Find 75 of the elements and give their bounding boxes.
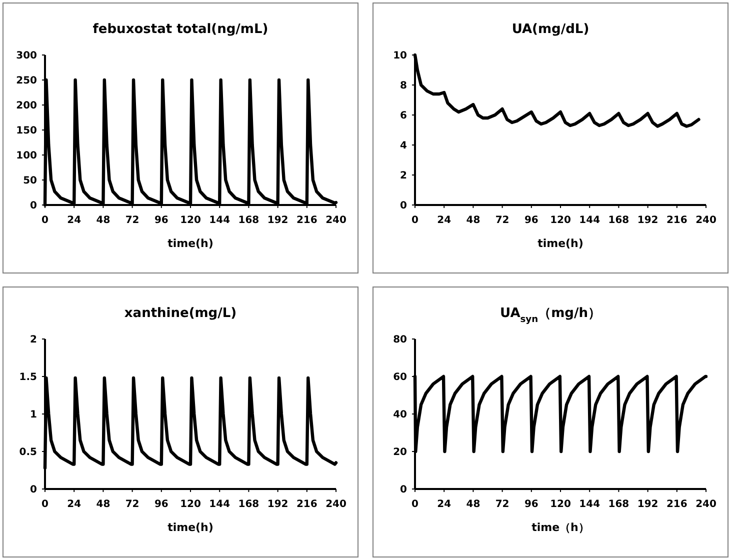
x-tick-label: 192	[267, 215, 288, 226]
x-tick-label: 216	[666, 499, 688, 510]
y-tick-label: 2	[400, 170, 408, 182]
x-tick-label: 192	[637, 215, 658, 226]
x-tick-label: 144	[579, 215, 600, 226]
x-tick-label: 240	[326, 499, 346, 510]
x-tick-label: 240	[696, 499, 716, 510]
y-tick-label: 4	[400, 140, 408, 152]
x-tick-label: 24	[437, 215, 452, 226]
x-axis-title: time(h)	[168, 237, 214, 250]
x-tick-label: 144	[209, 215, 230, 226]
y-tick-label: 1.5	[19, 372, 38, 383]
y-tick-label: 300	[16, 50, 38, 62]
y-tick-label: 80	[393, 334, 408, 346]
x-tick-label: 168	[608, 215, 630, 226]
x-tick-label: 216	[296, 215, 318, 226]
y-tick-label: 2	[30, 334, 38, 346]
y-tick-label: 0.5	[19, 447, 38, 458]
x-axis-title: time（h）	[532, 521, 590, 534]
y-tick-label: 200	[16, 100, 38, 112]
x-tick-label: 72	[125, 499, 140, 510]
y-tick-label: 6	[400, 110, 408, 122]
x-tick-label: 48	[96, 215, 110, 226]
x-tick-label: 24	[67, 215, 82, 226]
x-tick-label: 0	[42, 499, 49, 510]
x-axis-title: time(h)	[538, 237, 584, 250]
y-tick-label: 0	[400, 484, 408, 496]
x-tick-label: 120	[180, 499, 201, 510]
x-tick-label: 0	[412, 499, 419, 510]
chart-title: UA$_{syn}$（mg/h）	[500, 306, 601, 325]
y-tick-label: 100	[16, 150, 38, 162]
y-tick-label: 150	[16, 126, 38, 136]
x-tick-label: 96	[154, 215, 168, 226]
x-tick-label: 168	[238, 499, 260, 510]
x-tick-label: 72	[125, 215, 140, 226]
x-tick-label: 240	[326, 215, 346, 226]
chart-title: febuxostat total(ng/mL)	[92, 22, 268, 37]
x-tick-label: 192	[637, 499, 658, 510]
y-tick-label: 0	[400, 200, 408, 212]
x-tick-label: 216	[296, 499, 318, 510]
x-tick-label: 24	[437, 499, 452, 510]
x-tick-label: 120	[180, 215, 201, 226]
x-tick-label: 120	[550, 499, 571, 510]
x-tick-label: 48	[466, 215, 480, 226]
x-tick-label: 240	[696, 215, 716, 226]
x-tick-label: 0	[42, 215, 49, 226]
x-tick-label: 48	[466, 499, 480, 510]
x-tick-label: 168	[608, 499, 630, 510]
x-tick-label: 120	[550, 215, 571, 226]
y-tick-label: 1	[30, 410, 38, 420]
x-tick-label: 168	[238, 215, 260, 226]
y-tick-label: 40	[393, 410, 408, 420]
x-tick-label: 192	[267, 499, 288, 510]
y-tick-label: 8	[400, 80, 408, 92]
y-tick-label: 0	[30, 484, 38, 496]
y-tick-label: 10	[393, 50, 408, 62]
x-axis-title: time(h)	[168, 521, 214, 534]
y-tick-label: 0	[30, 200, 38, 212]
x-tick-label: 0	[412, 215, 419, 226]
y-tick-label: 250	[16, 76, 38, 86]
chart-title: xanthine(mg/L)	[124, 306, 237, 321]
x-tick-label: 96	[524, 215, 538, 226]
x-tick-label: 96	[154, 499, 168, 510]
x-tick-label: 72	[495, 499, 510, 510]
x-tick-label: 216	[666, 215, 688, 226]
y-tick-label: 50	[23, 176, 38, 186]
y-tick-label: 20	[393, 447, 408, 458]
x-tick-label: 24	[67, 499, 82, 510]
x-tick-label: 96	[524, 499, 538, 510]
x-tick-label: 144	[209, 499, 230, 510]
y-tick-label: 60	[393, 372, 408, 383]
chart-title: UA(mg/dL)	[512, 22, 590, 37]
x-tick-label: 48	[96, 499, 110, 510]
x-tick-label: 72	[495, 215, 510, 226]
x-tick-label: 144	[579, 499, 600, 510]
